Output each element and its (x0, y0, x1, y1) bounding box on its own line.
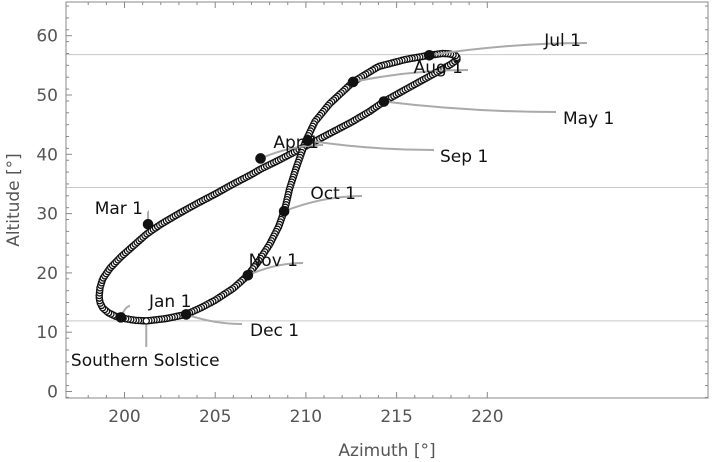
month-point (423, 49, 435, 61)
month-label: Jul 1 (543, 31, 581, 51)
month-label: Nov 1 (249, 251, 298, 271)
month-point (347, 76, 359, 88)
month-point (255, 153, 266, 164)
x-tick-label: 215 (380, 407, 412, 427)
y-tick-label: 20 (36, 264, 58, 284)
annotation-leader (383, 100, 557, 113)
month-label: Aug 1 (414, 58, 463, 78)
reference-lines (66, 54, 708, 322)
solstice-point (142, 317, 151, 325)
annotation-leader (352, 69, 469, 83)
month-point (180, 309, 192, 320)
y-tick-label: 60 (36, 27, 58, 47)
solstice-label: Southern Solstice (71, 351, 220, 371)
x-tick-label: 210 (290, 407, 322, 427)
y-tick-label: 40 (36, 145, 58, 165)
annotation-leader (185, 313, 243, 325)
axis-ticks: 200 205 210 215 220 0 10 20 30 40 50 60 (36, 2, 708, 427)
y-axis-title: Altitude [°] (4, 153, 24, 247)
y-tick-label: 50 (36, 86, 58, 106)
x-tick-label: 205 (199, 407, 231, 427)
month-point (115, 312, 127, 323)
x-tick-label: 220 (471, 407, 503, 427)
frame-rect (65, 1, 709, 399)
month-label: Mar 1 (95, 199, 143, 219)
y-tick-label: 0 (47, 383, 58, 403)
month-label: Sep 1 (440, 147, 488, 167)
plot-frame (65, 1, 709, 399)
month-point (142, 218, 154, 230)
month-label: Jan 1 (148, 292, 191, 312)
month-point (278, 205, 290, 217)
month-label: Oct 1 (310, 184, 356, 204)
annotation-leader (260, 144, 324, 160)
y-tick-label: 10 (36, 323, 58, 343)
month-label: May 1 (563, 109, 614, 129)
month-start-points (115, 49, 435, 325)
annotation-leaders (119, 42, 588, 347)
month-annotations: Jan 1 Mar 1 Apr 1 May 1 Jul 1 Aug 1 Sep 1 Oct 1… (71, 31, 614, 371)
month-label: Dec 1 (250, 321, 299, 341)
month-point (302, 135, 314, 146)
month-point (378, 96, 390, 107)
daily-positions-series (95, 49, 461, 325)
annotation-leader (429, 42, 588, 57)
month-point (242, 269, 254, 281)
y-tick-label: 30 (36, 205, 58, 225)
month-label: Apr 1 (273, 133, 319, 153)
x-tick-label: 200 (108, 407, 140, 427)
annotation-leader (307, 139, 435, 151)
annotation-leader (283, 195, 363, 213)
x-axis-title: Azimuth [°] (338, 441, 435, 461)
